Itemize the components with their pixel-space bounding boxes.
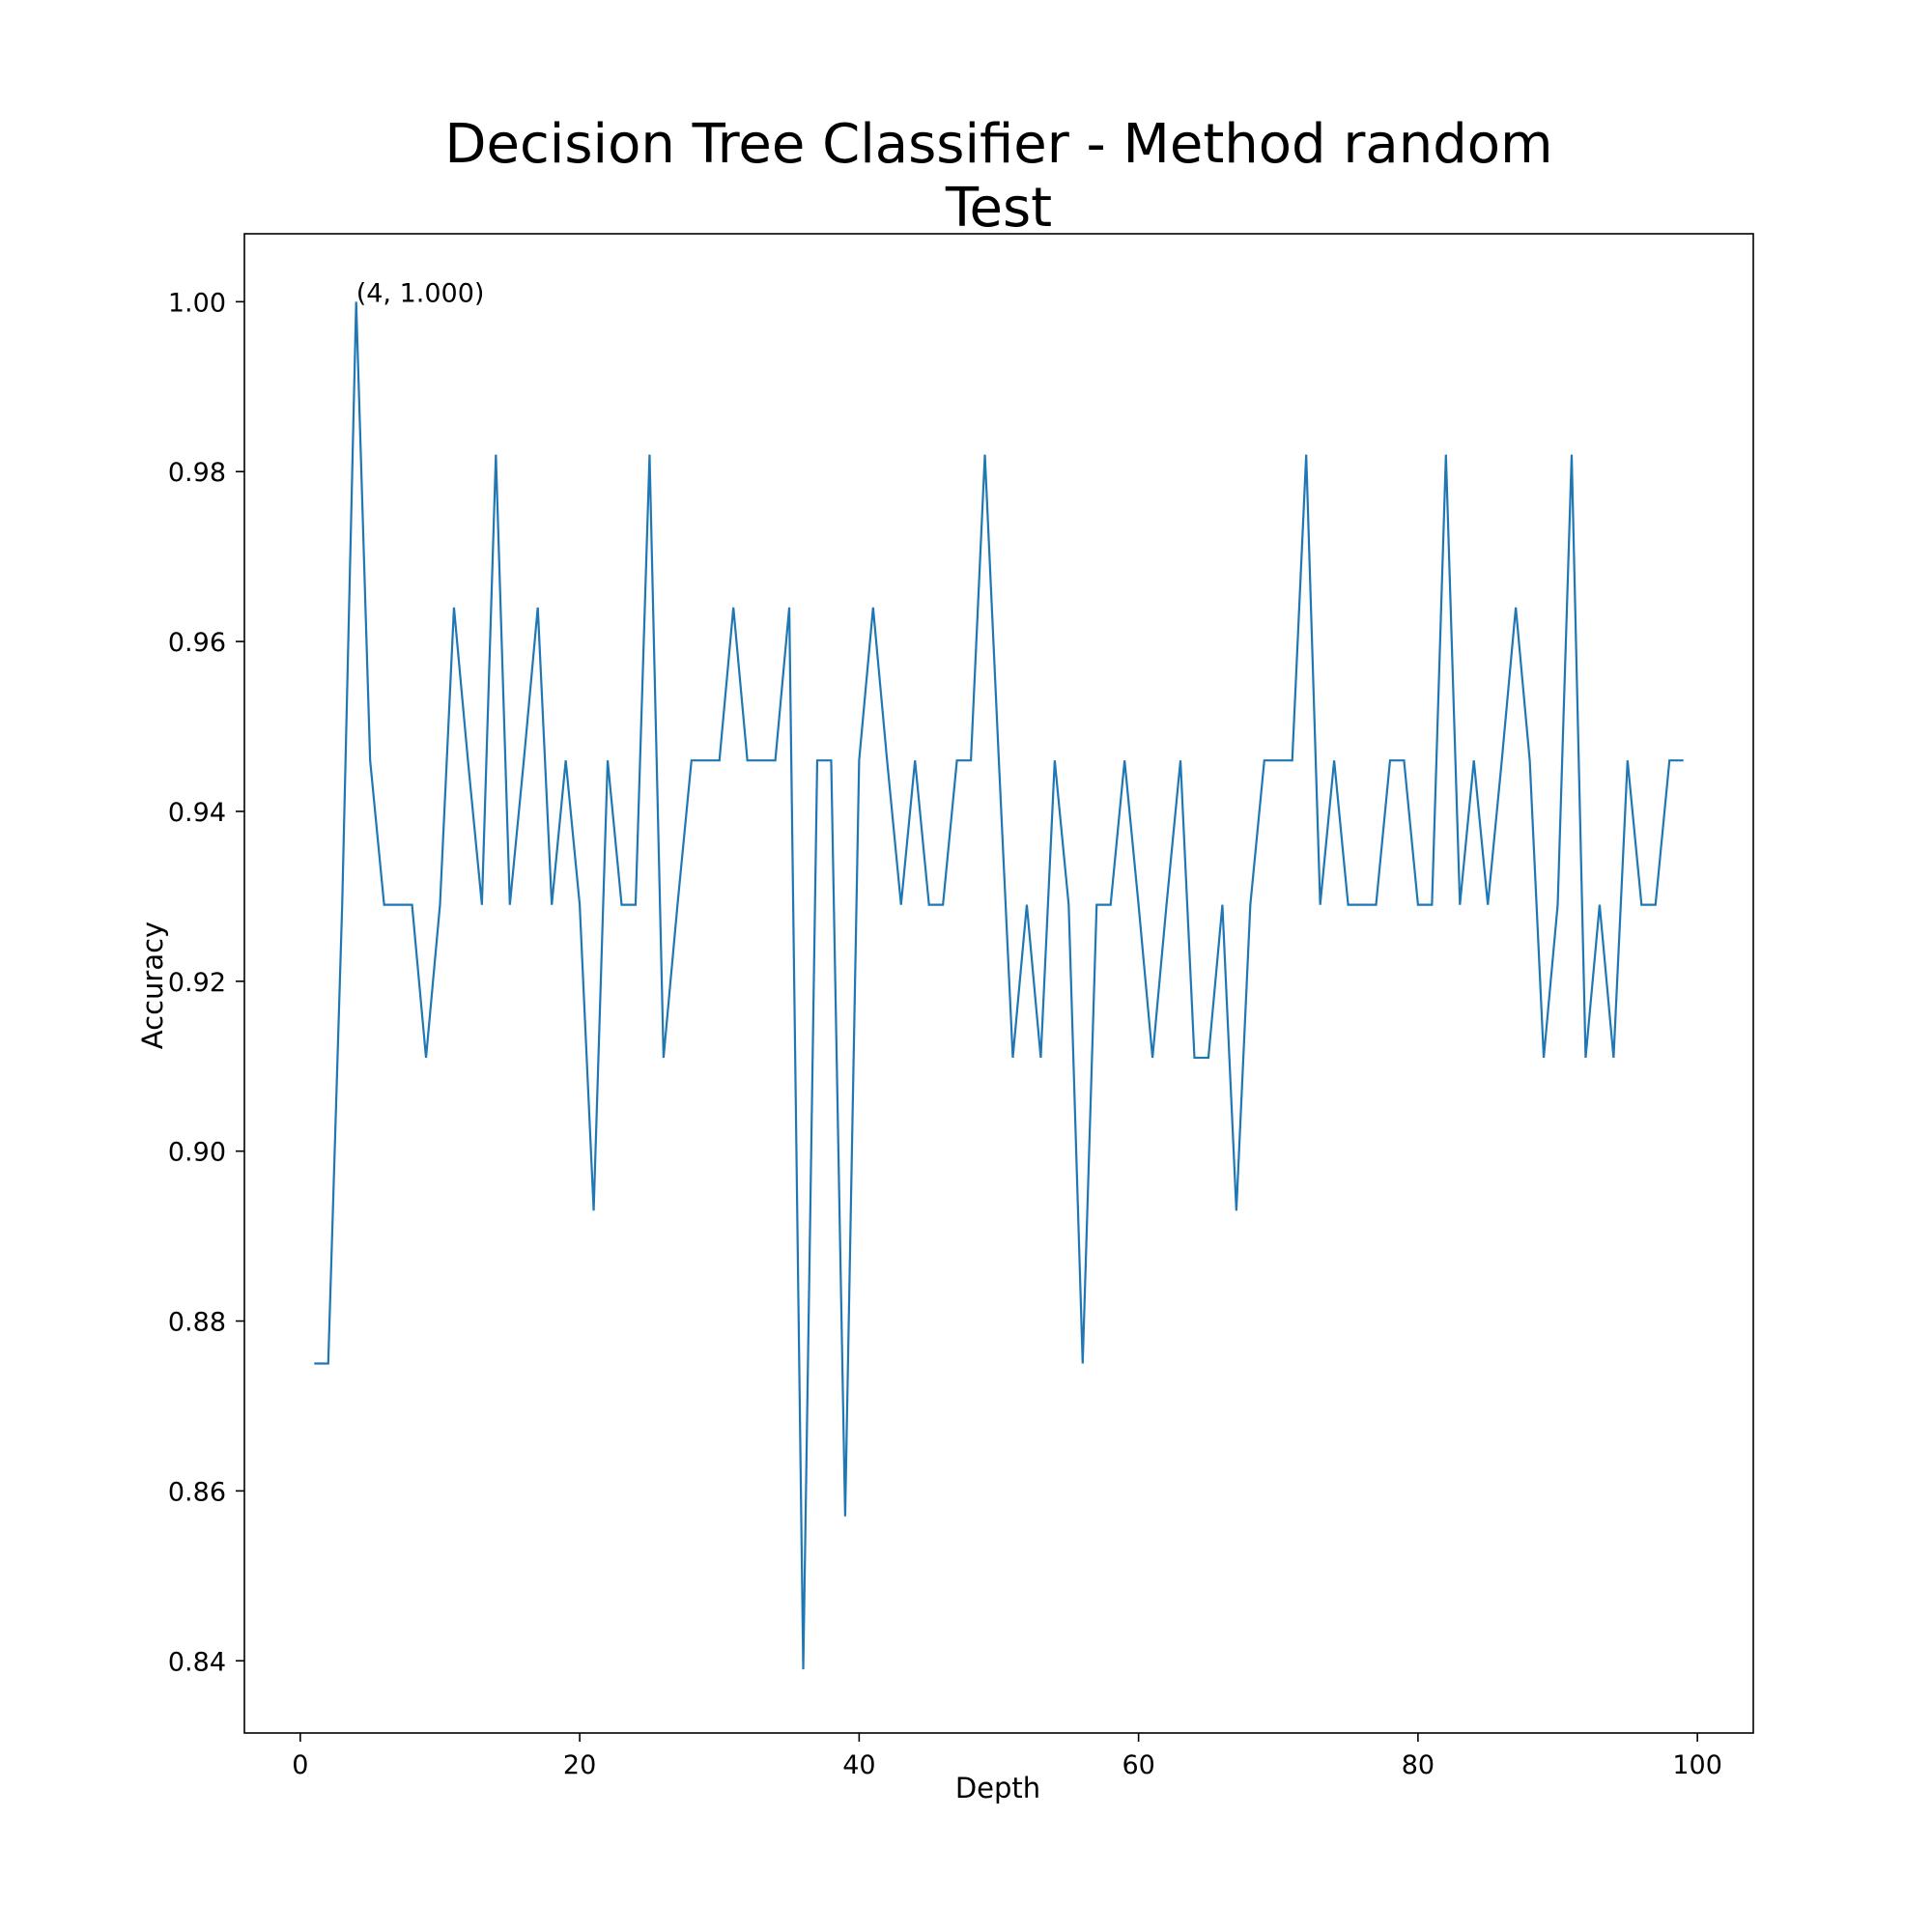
chart-title: Decision Tree Classifier - Method random <box>444 113 1552 176</box>
y-tick-label: 0.88 <box>168 1308 226 1338</box>
x-tick-label: 80 <box>1402 1750 1435 1780</box>
plot-area-frame <box>243 233 1754 1734</box>
x-tick-label: 20 <box>563 1750 596 1780</box>
x-tick-label: 40 <box>842 1750 875 1780</box>
data-points <box>314 301 1684 1670</box>
y-tick-label: 0.84 <box>168 1647 226 1677</box>
max-annotation: (4, 1.000) <box>356 278 485 308</box>
y-tick-label: 0.90 <box>168 1138 226 1168</box>
x-tick-label: 100 <box>1672 1750 1722 1780</box>
y-axis-ticks: 0.84 0.86 0.88 0.90 0.92 0.94 0.96 0.98 1.00 <box>168 288 244 1677</box>
y-tick-label: 0.86 <box>168 1477 226 1507</box>
y-tick-label: 0.94 <box>168 798 226 828</box>
x-tick-label: 60 <box>1122 1750 1154 1780</box>
chart-subtitle: Test <box>945 177 1052 240</box>
x-tick-label: 0 <box>292 1750 308 1780</box>
y-axis-label: Accuracy <box>136 922 169 1049</box>
x-axis-ticks: 0 20 40 60 80 100 <box>292 1733 1722 1780</box>
x-axis-label: Depth <box>955 1772 1040 1804</box>
y-tick-label: 0.96 <box>168 628 226 658</box>
y-tick-label: 0.98 <box>168 458 226 488</box>
y-tick-label: 0.92 <box>168 968 226 998</box>
y-tick-label: 1.00 <box>168 288 226 318</box>
